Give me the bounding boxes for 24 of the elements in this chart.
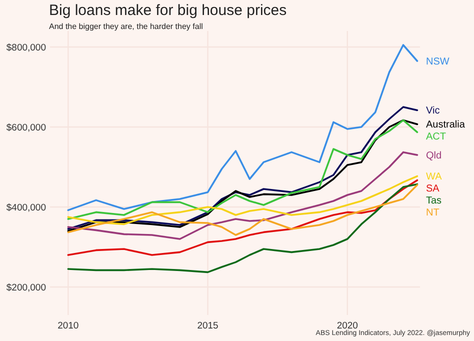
line-series (67, 44, 418, 212)
x-tick-label: 2010 (58, 320, 79, 332)
y-tick-label: $200,000 (6, 282, 46, 294)
line-series (67, 151, 418, 240)
series-label: SA (426, 184, 440, 195)
chart-subtitle: And the bigger they are, the harder they fall (49, 22, 204, 31)
text: NT (426, 208, 440, 219)
y-tick-label: $600,000 (6, 122, 46, 134)
series-label: ACT (426, 132, 446, 143)
y-tick-label: $400,000 (6, 202, 46, 214)
x-tick-label: 2015 (197, 320, 218, 332)
x-tick-label: 2020 (336, 320, 358, 332)
series-label: Australia (426, 120, 466, 131)
series-label: NSW (426, 56, 450, 68)
chart-title: Big loans make for big house prices (49, 2, 287, 19)
series-label: Qld (426, 150, 442, 162)
series-label: Vic (426, 106, 440, 117)
line-series (67, 183, 418, 274)
series-label: WA (426, 172, 442, 183)
series-label: Tas (426, 196, 442, 207)
y-tick-label: $800,000 (6, 42, 46, 54)
line-series (67, 175, 418, 226)
line-series (67, 184, 418, 236)
line-series (67, 179, 418, 256)
